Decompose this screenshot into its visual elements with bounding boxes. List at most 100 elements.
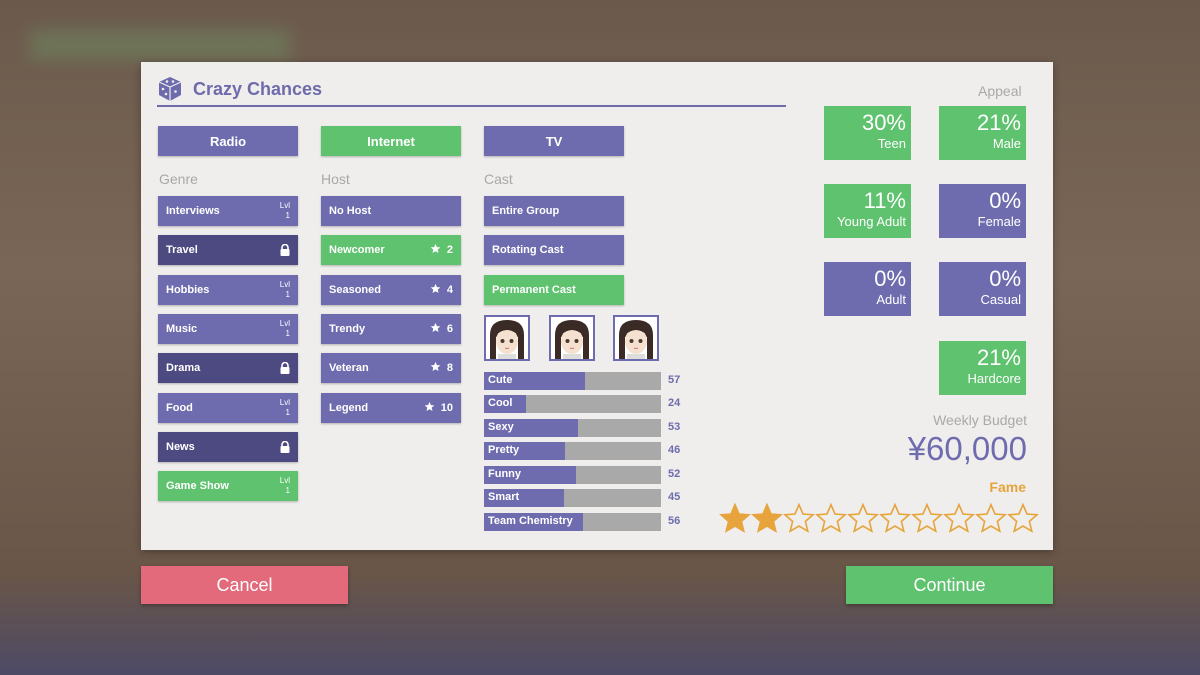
- level-label: Lvl: [279, 476, 290, 485]
- genre-food[interactable]: Food Lvl 1: [158, 393, 298, 423]
- level-label: Lvl: [279, 280, 290, 289]
- genre-label: Game Show: [166, 480, 229, 492]
- appeal-heading: Appeal: [978, 83, 1022, 99]
- genre-level: Lvl 1: [280, 398, 290, 418]
- star-icon: [430, 283, 441, 297]
- level-value: 1: [285, 211, 290, 220]
- genre-hobbies[interactable]: Hobbies Lvl 1: [158, 275, 298, 305]
- appeal-percent: 11%: [863, 188, 906, 213]
- stat-fill: [484, 513, 584, 531]
- host-label: No Host: [329, 205, 372, 217]
- appeal-label: Adult: [876, 292, 906, 307]
- genre-label: Travel: [166, 244, 198, 256]
- stat-bar-cute: Cute: [484, 372, 661, 390]
- genre-label: Drama: [166, 362, 201, 374]
- host-label: Trendy: [329, 323, 366, 335]
- appeal-percent: 0%: [989, 266, 1021, 291]
- cancel-button[interactable]: Cancel: [141, 566, 348, 604]
- host-newcomer[interactable]: Newcomer 2: [321, 235, 461, 265]
- cast-member-1-portrait[interactable]: [484, 315, 530, 361]
- continue-button[interactable]: Continue: [846, 566, 1053, 604]
- stat-bar-team-chemistry: Team Chemistry: [484, 513, 661, 531]
- host-star-cost: 6: [430, 322, 453, 336]
- fame-stars: [719, 502, 1039, 534]
- appeal-female: 0% Female: [939, 184, 1026, 238]
- stat-label: Funny: [488, 468, 521, 480]
- star-empty-icon: [815, 502, 847, 534]
- genre-heading: Genre: [159, 171, 198, 187]
- star-icon: [430, 361, 441, 375]
- stat-bar-smart: Smart: [484, 489, 661, 507]
- genre-label: Hobbies: [166, 284, 210, 296]
- lock-icon: [280, 362, 290, 374]
- host-star-cost: 8: [430, 361, 453, 375]
- host-no-host[interactable]: No Host: [321, 196, 461, 226]
- stat-label: Smart: [488, 491, 520, 503]
- host-legend[interactable]: Legend 10: [321, 393, 461, 423]
- star-empty-icon: [783, 502, 815, 534]
- host-heading: Host: [321, 171, 350, 187]
- stat-fill: [484, 466, 577, 484]
- category-tv[interactable]: TV: [484, 126, 624, 156]
- appeal-young-adult: 11% Young Adult: [824, 184, 911, 238]
- genre-level: Lvl 1: [280, 280, 290, 300]
- genre-level: Lvl 1: [280, 319, 290, 339]
- appeal-casual: 0% Casual: [939, 262, 1026, 316]
- lock-icon: [280, 441, 290, 453]
- cast-member-2-portrait[interactable]: [549, 315, 595, 361]
- genre-label: News: [166, 441, 195, 453]
- appeal-percent: 30%: [861, 110, 906, 135]
- level-value: 1: [285, 486, 290, 495]
- stat-label: Pretty: [488, 444, 520, 456]
- category-internet[interactable]: Internet: [321, 126, 461, 156]
- genre-level: Lvl 1: [280, 476, 290, 496]
- stat-fill: [484, 442, 566, 460]
- host-label: Veteran: [329, 362, 369, 374]
- show-title: Crazy Chances: [193, 79, 323, 99]
- cast-permanent-cast[interactable]: Permanent Cast: [484, 275, 624, 305]
- cast-entire-group[interactable]: Entire Group: [484, 196, 624, 226]
- host-label: Seasoned: [329, 284, 381, 296]
- stat-value: 24: [668, 397, 681, 409]
- host-seasoned[interactable]: Seasoned 4: [321, 275, 461, 305]
- star-filled-icon: [751, 502, 783, 534]
- star-filled-icon: [719, 502, 751, 534]
- star-empty-icon: [943, 502, 975, 534]
- appeal-percent: 21%: [976, 345, 1021, 370]
- host-star-cost: 10: [424, 401, 453, 415]
- fame-label: Fame: [989, 479, 1026, 495]
- stat-fill: [484, 372, 585, 390]
- genre-interviews[interactable]: Interviews Lvl 1: [158, 196, 298, 226]
- genre-label: Music: [166, 323, 198, 335]
- star-icon: [424, 401, 435, 415]
- genre-travel[interactable]: Travel: [158, 235, 298, 265]
- cast-rotating-cast[interactable]: Rotating Cast: [484, 235, 624, 265]
- stat-bar-cool: Cool: [484, 395, 661, 413]
- level-value: 1: [285, 408, 290, 417]
- lock-icon: [280, 244, 290, 256]
- category-radio[interactable]: Radio: [158, 126, 298, 156]
- stat-value: 56: [668, 515, 681, 527]
- genre-music[interactable]: Music Lvl 1: [158, 314, 298, 344]
- genre-drama[interactable]: Drama: [158, 353, 298, 383]
- stat-bar-pretty: Pretty: [484, 442, 661, 460]
- host-label: Legend: [329, 402, 369, 414]
- star-count: 2: [446, 244, 453, 256]
- host-veteran[interactable]: Veteran 8: [321, 353, 461, 383]
- genre-game-show[interactable]: Game Show Lvl 1: [158, 471, 298, 501]
- cast-member-3-portrait[interactable]: [613, 315, 659, 361]
- weekly-budget-label: Weekly Budget: [933, 412, 1027, 428]
- level-value: 1: [285, 290, 290, 299]
- host-trendy[interactable]: Trendy 6: [321, 314, 461, 344]
- weekly-budget-value: ¥60,000: [907, 430, 1027, 467]
- stat-fill: [484, 489, 564, 507]
- stat-value: 57: [668, 374, 681, 386]
- stat-label: Sexy: [488, 421, 514, 433]
- stat-label: Cool: [488, 397, 513, 409]
- genre-news[interactable]: News: [158, 432, 298, 462]
- stat-value: 53: [668, 421, 681, 433]
- level-label: Lvl: [279, 398, 290, 407]
- star-count: 6: [446, 323, 453, 335]
- appeal-percent: 0%: [989, 188, 1021, 213]
- appeal-teen: 30% Teen: [824, 106, 911, 160]
